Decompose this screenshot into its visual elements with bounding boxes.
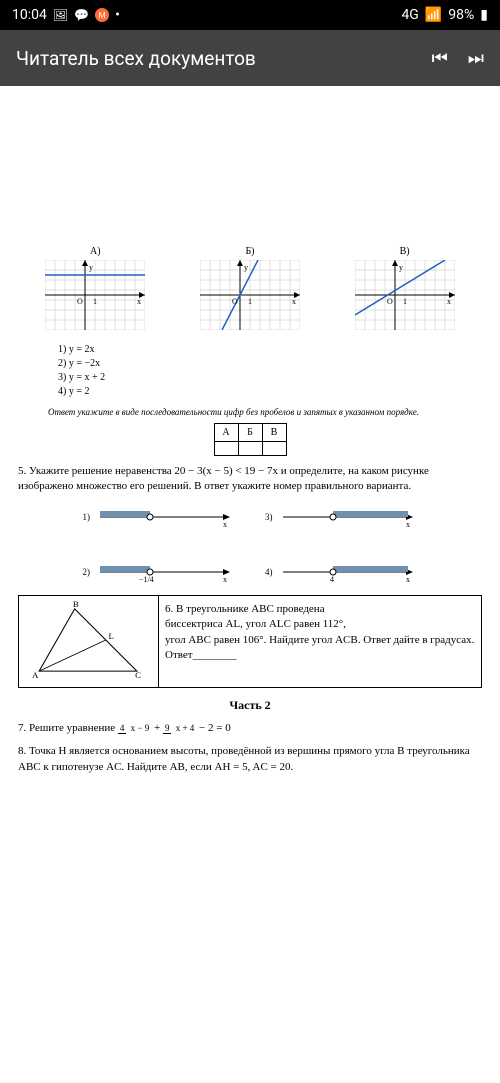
status-left: 10:04 🖼 💬 M • <box>12 7 120 23</box>
frac2-num: 9 <box>163 723 172 734</box>
graph-c-label: В) <box>355 246 455 257</box>
task7-plus: + <box>154 722 163 734</box>
task6-line2: биссектриса AL, угол ALC равен 112°, <box>165 617 475 632</box>
eq-1: 1) y = 2x <box>58 343 482 357</box>
graph-a-container: А) y x O 1 <box>45 246 145 333</box>
eq-2: 2) y = −2x <box>58 357 482 371</box>
svg-text:B: B <box>73 600 79 609</box>
top-spacer <box>18 96 482 246</box>
document-content: А) y x O 1 Б) <box>0 86 500 793</box>
abv-a: А <box>214 424 238 442</box>
task5-prefix: 5. Укажите решение неравенства <box>18 465 174 477</box>
abv-c: В <box>262 424 286 442</box>
abv-b: Б <box>238 424 262 442</box>
task7-frac1: 4 x − 9 <box>118 724 151 733</box>
graph-a: y x O 1 <box>45 260 145 330</box>
graph-a-label: А) <box>45 246 145 257</box>
svg-text:y: y <box>399 263 403 272</box>
svg-text:x: x <box>406 520 410 529</box>
prev-button[interactable]: ⏮ <box>432 48 448 69</box>
graph-b-label: Б) <box>200 246 300 257</box>
next-button[interactable]: ⏭ <box>468 48 484 69</box>
task6-container: A B C L 6. В треугольнике ABC проведена … <box>18 595 482 688</box>
svg-text:1: 1 <box>403 297 407 306</box>
part2-title: Часть 2 <box>18 698 482 713</box>
svg-text:y: y <box>89 263 93 272</box>
task8: 8. Точка H является основанием высоты, п… <box>18 744 482 775</box>
gallery-icon: 🖼 <box>53 8 68 22</box>
svg-text:1: 1 <box>93 297 97 306</box>
svg-text:y: y <box>244 263 248 272</box>
task6-line3: угол ABC равен 106°. Найдите угол ACB. О… <box>165 633 475 648</box>
status-right: 4G 📶 98% ▮ <box>401 7 488 23</box>
svg-text:C: C <box>135 670 141 680</box>
battery-icon: ▮ <box>480 7 488 23</box>
nl-4: 4) 4 x <box>265 560 418 585</box>
app-bar: Читатель всех документов ⏮ ⏭ <box>0 30 500 86</box>
nl-1: 1) x <box>83 505 236 530</box>
nl-2: 2) −1/4 x <box>83 560 236 585</box>
app-icon: M <box>95 8 109 22</box>
svg-text:−1/4: −1/4 <box>139 575 154 584</box>
eq-4: 4) y = 2 <box>58 385 482 399</box>
frac2-den: x + 4 <box>174 723 197 733</box>
status-time: 10:04 <box>12 7 47 23</box>
svg-text:x: x <box>447 297 451 306</box>
frac1-num: 4 <box>118 723 127 734</box>
message-icon: 💬 <box>74 8 89 22</box>
nl1-label: 1) <box>83 512 91 522</box>
abv-b-ans <box>238 442 262 456</box>
task7-frac2: 9 x + 4 <box>163 724 196 733</box>
frac1-den: x − 9 <box>129 723 152 733</box>
dot-icon: • <box>115 7 120 23</box>
svg-text:O: O <box>232 297 238 306</box>
svg-text:O: O <box>77 297 83 306</box>
task7-prefix: 7. Решите уравнение <box>18 722 118 734</box>
svg-text:x: x <box>292 297 296 306</box>
task6-answer: Ответ________ <box>165 648 475 663</box>
nav-buttons: ⏮ ⏭ <box>432 48 484 69</box>
svg-text:x: x <box>223 520 227 529</box>
task5-ineq: 20 − 3(x − 5) < 19 − 7x <box>174 465 278 477</box>
svg-text:x: x <box>137 297 141 306</box>
svg-text:1: 1 <box>248 297 252 306</box>
network-type: 4G <box>401 7 418 23</box>
abv-table: А Б В <box>214 423 287 456</box>
status-bar: 10:04 🖼 💬 M • 4G 📶 98% ▮ <box>0 0 500 30</box>
abv-c-ans <box>262 442 286 456</box>
nl2-label: 2) <box>83 567 91 577</box>
app-title: Читатель всех документов <box>16 47 256 70</box>
svg-text:4: 4 <box>330 575 334 584</box>
number-lines: 1) x 3) x 2) <box>18 505 482 585</box>
answer-hint: Ответ укажите в виде последовательности … <box>48 407 452 417</box>
task7-suffix: − 2 = 0 <box>199 722 231 734</box>
eq-3: 3) y = x + 2 <box>58 371 482 385</box>
graph-b: y x O 1 <box>200 260 300 330</box>
nl-3: 3) x <box>265 505 418 530</box>
signal-icon: 📶 <box>425 7 442 23</box>
task7: 7. Решите уравнение 4 x − 9 + 9 x + 4 − … <box>18 721 482 736</box>
equations-list: 1) y = 2x 2) y = −2x 3) y = x + 2 4) y =… <box>58 343 482 399</box>
svg-text:x: x <box>223 575 227 584</box>
task6-triangle: A B C L <box>19 596 159 687</box>
battery-percent: 98% <box>448 7 474 23</box>
task5: 5. Укажите решение неравенства 20 − 3(x … <box>18 464 482 495</box>
graphs-row: А) y x O 1 Б) <box>18 246 482 333</box>
svg-text:L: L <box>108 631 113 641</box>
task6-line1: 6. В треугольнике ABC проведена <box>165 602 475 617</box>
nl3-label: 3) <box>265 512 273 522</box>
svg-text:x: x <box>406 575 410 584</box>
nl4-label: 4) <box>265 567 273 577</box>
svg-text:A: A <box>32 670 39 680</box>
svg-text:O: O <box>387 297 393 306</box>
graph-b-container: Б) y x O 1 <box>200 246 300 333</box>
task6-text: 6. В треугольнике ABC проведена биссектр… <box>159 596 481 687</box>
abv-a-ans <box>214 442 238 456</box>
graph-c-container: В) y x O 1 <box>355 246 455 333</box>
graph-c: y x O 1 <box>355 260 455 330</box>
